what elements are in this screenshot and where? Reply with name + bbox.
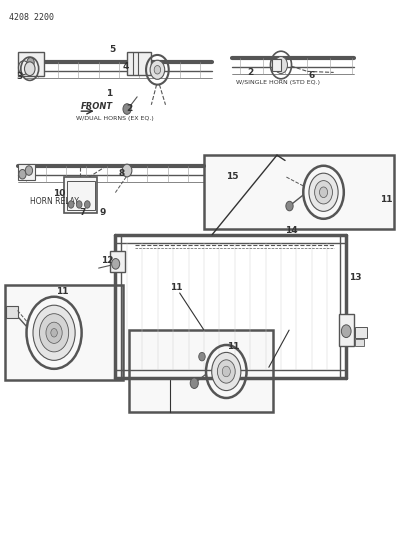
Bar [18, 164, 35, 180]
Text: 13: 13 [349, 273, 361, 282]
Text: 4: 4 [122, 62, 129, 71]
Text: W/SINGLE HORN (STD EQ.): W/SINGLE HORN (STD EQ.) [236, 80, 320, 85]
Circle shape [46, 322, 62, 343]
Bar [18, 52, 44, 76]
Circle shape [154, 66, 161, 74]
Text: 15: 15 [226, 172, 239, 181]
Text: W/DUAL HORNS (EX EQ.): W/DUAL HORNS (EX EQ.) [76, 116, 154, 122]
Circle shape [275, 56, 288, 74]
Circle shape [19, 169, 26, 179]
Bar [127, 52, 151, 75]
Text: 4208 2200: 4208 2200 [9, 13, 55, 22]
Circle shape [68, 201, 74, 208]
Text: 5: 5 [109, 45, 115, 54]
Text: 12: 12 [101, 256, 113, 265]
Text: FRONT: FRONT [80, 102, 113, 111]
Circle shape [33, 305, 75, 360]
Circle shape [40, 314, 69, 352]
Circle shape [309, 173, 338, 212]
Bar [129, 330, 273, 413]
Circle shape [222, 366, 231, 377]
Bar [204, 155, 395, 229]
Bar [355, 327, 367, 338]
Circle shape [212, 352, 241, 391]
Text: HORN RELAY: HORN RELAY [30, 197, 79, 206]
Bar [355, 339, 364, 346]
Text: 2: 2 [247, 68, 254, 77]
Text: 2: 2 [126, 104, 133, 113]
Text: 9: 9 [100, 208, 106, 217]
Circle shape [190, 378, 198, 389]
Text: 11: 11 [170, 284, 182, 293]
Circle shape [51, 328, 57, 337]
Bar [5, 285, 123, 381]
Circle shape [150, 60, 165, 79]
Bar [67, 181, 95, 210]
Text: 11: 11 [56, 287, 69, 295]
Bar [6, 306, 18, 318]
Text: 8: 8 [119, 169, 125, 179]
Circle shape [122, 164, 132, 177]
Circle shape [25, 166, 33, 175]
Circle shape [341, 325, 351, 337]
Text: 10: 10 [53, 189, 66, 198]
Bar [272, 59, 281, 71]
Text: 3: 3 [17, 72, 23, 82]
Circle shape [84, 201, 90, 208]
Bar [64, 177, 98, 214]
Text: 7: 7 [79, 208, 86, 217]
Text: 14: 14 [285, 226, 298, 235]
Circle shape [24, 62, 35, 76]
Bar [110, 251, 125, 272]
Circle shape [217, 360, 235, 383]
Circle shape [27, 58, 34, 67]
Circle shape [319, 187, 328, 198]
Text: 6: 6 [308, 71, 315, 80]
Bar [339, 314, 354, 346]
Circle shape [112, 259, 120, 269]
Circle shape [199, 352, 205, 361]
Circle shape [315, 181, 333, 204]
Text: 11: 11 [228, 342, 240, 351]
Text: 1: 1 [106, 89, 112, 98]
Circle shape [76, 201, 82, 208]
Circle shape [286, 201, 293, 211]
Circle shape [123, 104, 131, 114]
Text: 11: 11 [380, 195, 393, 204]
